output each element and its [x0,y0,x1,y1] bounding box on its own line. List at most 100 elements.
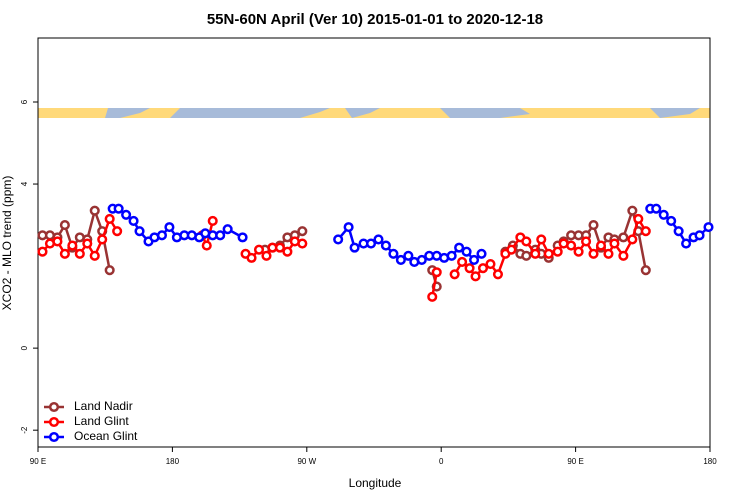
point [588,220,599,231]
point [333,234,344,245]
point [104,213,115,224]
y-tick-label: -2 [20,426,29,434]
point [201,240,212,251]
point [506,244,517,255]
x-tick-label: 90 E [567,457,583,466]
point [694,230,705,241]
point [222,224,233,235]
point [658,209,669,220]
point [365,238,377,249]
legend-label: Ocean Glint [74,429,138,443]
legend-marker [48,401,60,413]
point [82,238,93,249]
point [59,220,70,231]
point [427,291,438,302]
point [609,238,620,249]
y-tick-label: 4 [20,181,29,186]
point [97,234,108,245]
point [595,240,607,251]
x-tick-label: 180 [703,457,717,466]
point [388,248,399,259]
point [681,238,692,249]
point [89,250,100,261]
point [521,236,532,247]
point [297,238,308,249]
legend-label: Land Glint [74,414,129,428]
x-tick-label: 0 [439,457,444,466]
point [261,250,272,261]
point [552,246,563,257]
point [530,248,541,259]
point [274,242,285,253]
x-tick-label: 180 [166,457,180,466]
point [627,234,638,245]
point [113,203,124,214]
point [403,250,414,261]
point [164,222,175,233]
point [112,226,123,237]
point [469,254,480,265]
point [588,248,599,259]
x-tick-label: 90 E [30,457,46,466]
point [89,205,100,216]
point [37,246,48,257]
point [566,240,577,251]
point [128,215,139,227]
point [207,215,218,227]
point [59,248,70,259]
y-tick-label: 0 [20,345,29,350]
point [67,240,78,251]
point [477,263,489,274]
point [461,246,472,257]
point [492,269,503,280]
point [476,248,487,259]
point [74,248,85,259]
point [373,234,384,245]
point [134,226,145,237]
legend-marker [48,431,60,443]
point [464,263,475,274]
point [581,236,592,247]
point [446,250,457,261]
x-tick-label: 90 W [297,457,316,466]
legend-marker [48,416,60,428]
point [282,246,293,257]
x-axis-label: Longitude [349,476,402,490]
plot-frame [37,37,711,448]
point [237,232,248,243]
point [380,240,391,251]
point [156,230,167,241]
point [573,246,584,257]
point [349,242,360,253]
point [457,256,468,268]
point [521,250,532,261]
map-strip [38,108,710,118]
point [416,254,427,265]
point [449,269,460,280]
point [633,213,644,224]
chart-title: 55N-60N April (Ver 10) 2015-01-01 to 202… [207,11,543,28]
point [485,258,496,270]
point [651,203,662,214]
point [297,226,308,237]
point [543,248,554,259]
point [395,254,406,265]
point [603,248,614,259]
point [104,265,115,276]
y-tick-label: 6 [20,99,29,104]
point [666,215,677,227]
point [673,226,684,237]
point [618,250,629,261]
legend-label: Land Nadir [74,399,133,413]
point [627,205,638,216]
point [215,230,226,241]
point [246,252,257,263]
point [253,244,265,255]
point [52,236,63,247]
point [343,222,354,233]
point [121,209,132,220]
point [640,226,651,237]
y-axis-label: XCO2 - MLO trend (ppm) [0,176,14,311]
point [703,222,714,233]
